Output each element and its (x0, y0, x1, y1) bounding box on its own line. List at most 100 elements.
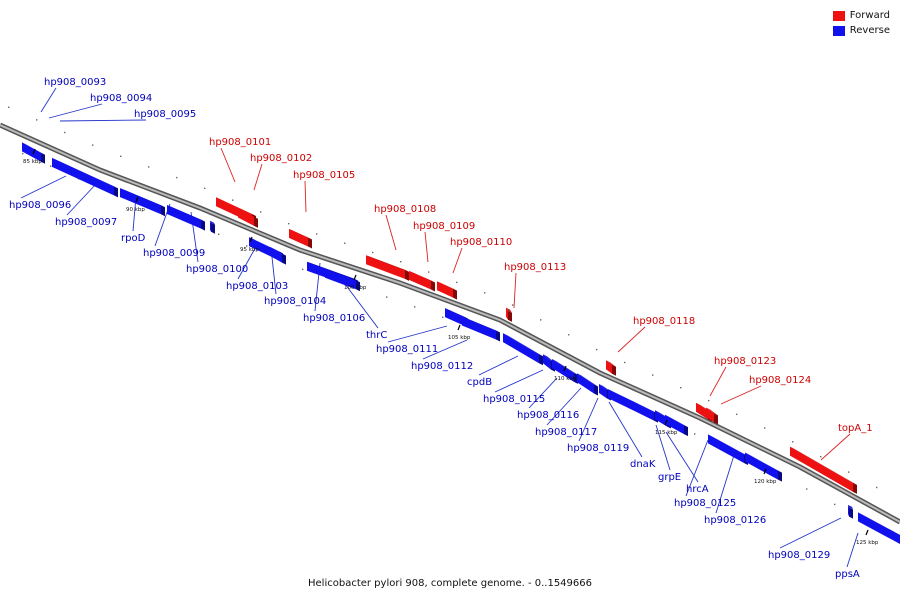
gene-label-hp908-0126[interactable]: hp908_0126 (704, 515, 766, 526)
gene-feature-rpod[interactable] (120, 188, 165, 217)
gene-feature-hp908-0118[interactable] (606, 360, 616, 376)
gene-label-hp908-0094[interactable]: hp908_0094 (90, 93, 152, 104)
backbone-shadow (0, 122, 900, 525)
gene-feature-hp908-0108[interactable] (366, 255, 409, 281)
gene-feature-hp908-0100[interactable] (210, 220, 215, 234)
gene-label-hp908-0110[interactable]: hp908_0110 (450, 237, 512, 248)
gene-label-hp908-0095[interactable]: hp908_0095 (134, 109, 196, 120)
gene-label-hp908-0102[interactable]: hp908_0102 (250, 153, 312, 164)
scale-dot (512, 304, 514, 306)
gene-label-hp908-0096[interactable]: hp908_0096 (9, 200, 71, 211)
gene-top (848, 504, 853, 510)
gene-feature-hp908-0110[interactable] (437, 281, 457, 300)
gene-top (606, 360, 616, 367)
tick-label-85-kbp: 85 kbp (23, 159, 42, 165)
gene-label-hp908-0129[interactable]: hp908_0129 (768, 550, 830, 561)
gene-feature-hp908-0113[interactable] (506, 307, 512, 322)
gene-label-hp908-0109[interactable]: hp908_0109 (413, 221, 475, 232)
gene-label-hp908-0123[interactable]: hp908_0123 (714, 356, 776, 367)
gene-label-hp908-0119[interactable]: hp908_0119 (567, 443, 629, 454)
gene-top (577, 373, 598, 387)
gene-label-thrc[interactable]: thrC (366, 330, 387, 341)
label-leader-lines (20, 87, 859, 568)
gene-side (612, 364, 616, 376)
gene-side (161, 205, 165, 217)
gene-feature-topa-1[interactable] (790, 446, 857, 494)
gene-top (238, 208, 258, 219)
gene-top (167, 204, 205, 222)
gene-feature-hp908-0099[interactable] (167, 204, 205, 231)
gene-label-hp908-0104[interactable]: hp908_0104 (264, 296, 326, 307)
gene-feature-hp908-0112[interactable] (462, 316, 500, 342)
gene-label-hp908-0118[interactable]: hp908_0118 (633, 316, 695, 327)
scale-dot (540, 319, 542, 321)
gene-face (543, 354, 551, 370)
gene-side (778, 470, 782, 482)
tick-mark (664, 419, 668, 426)
gene-label-hp908-0103[interactable]: hp908_0103 (226, 281, 288, 292)
leader-line-hp908-0096 (20, 175, 67, 199)
gene-label-hp908-0113[interactable]: hp908_0113 (504, 262, 566, 273)
gene-label-hp908-0115[interactable]: hp908_0115 (483, 394, 545, 405)
gene-label-dnak[interactable]: dnaK (630, 459, 656, 470)
leader-line-hp908-0093 (40, 87, 57, 113)
gene-feature-hp908-0102[interactable] (238, 208, 258, 228)
legend-reverse-label: Reverse (849, 25, 890, 36)
gene-label-hp908-0112[interactable]: hp908_0112 (411, 361, 473, 372)
gene-top (506, 307, 512, 313)
gene-label-hp908-0097[interactable]: hp908_0097 (55, 217, 117, 228)
gene-side (431, 280, 435, 292)
gene-feature-hrca[interactable] (665, 414, 688, 437)
gene-label-rpod[interactable]: rpoD (121, 233, 146, 244)
tick-label-100-kbp: 100 kbp (344, 285, 367, 291)
gene-feature-hp908-0105[interactable] (289, 228, 312, 249)
gene-feature-hp908-0124[interactable] (706, 407, 718, 425)
gene-label-hp908-0100[interactable]: hp908_0100 (186, 264, 248, 275)
gene-label-cpdb[interactable]: cpdB (467, 377, 492, 388)
gene-label-hp908-0117[interactable]: hp908_0117 (535, 427, 597, 438)
gene-top (437, 281, 457, 291)
gene-feature-hp908-0097[interactable] (52, 157, 118, 198)
gene-label-hp908-0124[interactable]: hp908_0124 (749, 375, 811, 386)
gene-side (853, 482, 857, 494)
scale-dot (246, 245, 248, 247)
gene-label-hp908-0125[interactable]: hp908_0125 (674, 498, 736, 509)
gene-feature-hp908-0126[interactable] (745, 452, 782, 482)
gene-label-hp908-0116[interactable]: hp908_0116 (517, 410, 579, 421)
gene-label-hp908-0101[interactable]: hp908_0101 (209, 137, 271, 148)
gene-feature-hp908-0117[interactable] (577, 373, 598, 396)
scale-dot (820, 456, 822, 458)
gene-label-grpe[interactable]: grpE (658, 472, 681, 483)
gene-feature-ppsa[interactable] (858, 512, 900, 546)
gene-label-hp908-0108[interactable]: hp908_0108 (374, 204, 436, 215)
gene-feature-hp908-0096[interactable] (22, 142, 45, 164)
legend-reverse: Reverse (832, 23, 890, 38)
gene-label-ppsa[interactable]: ppsA (835, 569, 860, 580)
gene-top (216, 197, 256, 217)
gene-feature-hp908-0129[interactable] (848, 504, 853, 519)
gene-label-hp908-0093[interactable]: hp908_0093 (44, 77, 106, 88)
gene-face (325, 268, 356, 290)
gene-label-hp908-0099[interactable]: hp908_0099 (143, 248, 205, 259)
gene-side (714, 413, 718, 425)
gene-label-hp908-0106[interactable]: hp908_0106 (303, 313, 365, 324)
gene-side (211, 222, 215, 234)
gene-label-hrca[interactable]: hrcA (686, 484, 709, 495)
gene-label-topa-1[interactable]: topA_1 (838, 423, 873, 434)
gene-feature-thrc[interactable] (325, 268, 360, 292)
leader-line-hp908-0101 (220, 147, 236, 183)
gene-feature-hp908-0109[interactable] (409, 270, 435, 292)
scale-dot (64, 131, 66, 134)
gene-face (848, 504, 849, 517)
gene-label-hp908-0111[interactable]: hp908_0111 (376, 344, 438, 355)
gene-feature-hp908-0104[interactable] (270, 246, 286, 265)
leader-line-hp908-0126 (715, 451, 736, 514)
gene-label-hp908-0105[interactable]: hp908_0105 (293, 170, 355, 181)
gene-side (405, 269, 409, 281)
gene-face (708, 434, 744, 464)
tick-mark (457, 324, 461, 331)
gene-top (665, 414, 688, 428)
gene-side (201, 219, 205, 231)
gene-feature-cpdb[interactable] (503, 333, 543, 366)
